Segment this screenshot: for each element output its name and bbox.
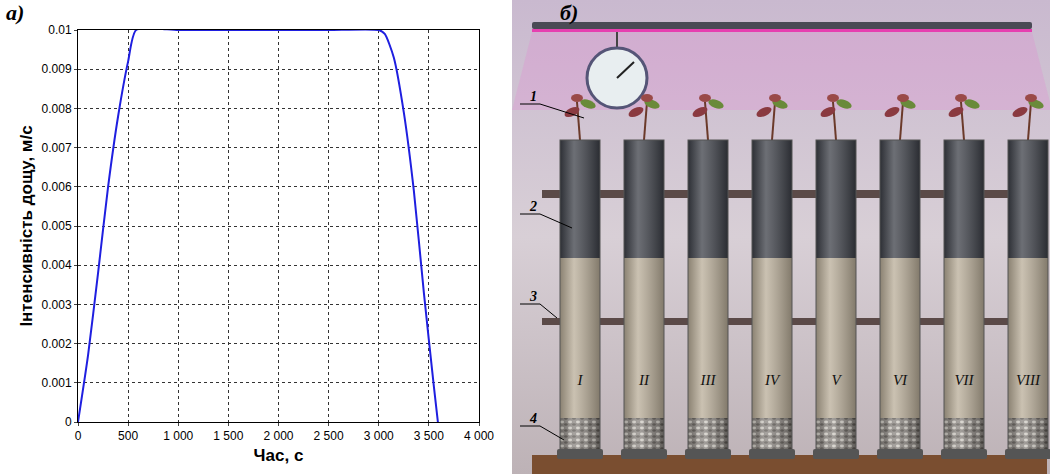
svg-text:IV: IV	[764, 372, 781, 388]
svg-text:2 000: 2 000	[263, 429, 293, 443]
svg-text:VI: VI	[893, 372, 908, 388]
svg-text:0.009: 0.009	[42, 62, 72, 76]
svg-text:II: II	[638, 372, 650, 388]
svg-text:1 500: 1 500	[213, 429, 243, 443]
svg-text:VIII: VIII	[1016, 372, 1041, 388]
svg-text:VII: VII	[954, 372, 974, 388]
svg-text:Інтенсивність дощу, м/с: Інтенсивність дощу, м/с	[17, 125, 36, 326]
svg-text:0.001: 0.001	[42, 376, 72, 390]
svg-text:500: 500	[118, 429, 138, 443]
svg-text:0.008: 0.008	[42, 102, 72, 116]
html-text:а): а)	[6, 0, 25, 25]
svg-text:3 500: 3 500	[414, 429, 444, 443]
svg-text:0.01: 0.01	[48, 23, 72, 37]
svg-text:4 000: 4 000	[464, 429, 494, 443]
svg-text:V: V	[831, 372, 842, 388]
svg-text:0.002: 0.002	[42, 337, 72, 351]
svg-text:0.003: 0.003	[42, 298, 72, 312]
html-text:б): б)	[560, 0, 579, 25]
svg-text:Час, с: Час, с	[254, 446, 304, 465]
svg-text:3 000: 3 000	[364, 429, 394, 443]
svg-text:0.004: 0.004	[42, 258, 72, 272]
svg-text:0: 0	[65, 415, 72, 429]
svg-text:0: 0	[75, 429, 82, 443]
svg-text:1 000: 1 000	[163, 429, 193, 443]
svg-text:0.005: 0.005	[42, 219, 72, 233]
svg-text:2: 2	[529, 199, 537, 214]
svg-text:4: 4	[529, 411, 537, 426]
svg-text:I: I	[577, 372, 584, 388]
svg-text:1: 1	[530, 89, 537, 104]
svg-text:III: III	[700, 372, 717, 388]
svg-text:3: 3	[529, 289, 537, 304]
svg-text:0.006: 0.006	[42, 180, 72, 194]
svg-text:0.007: 0.007	[42, 141, 72, 155]
svg-text:2 500: 2 500	[314, 429, 344, 443]
